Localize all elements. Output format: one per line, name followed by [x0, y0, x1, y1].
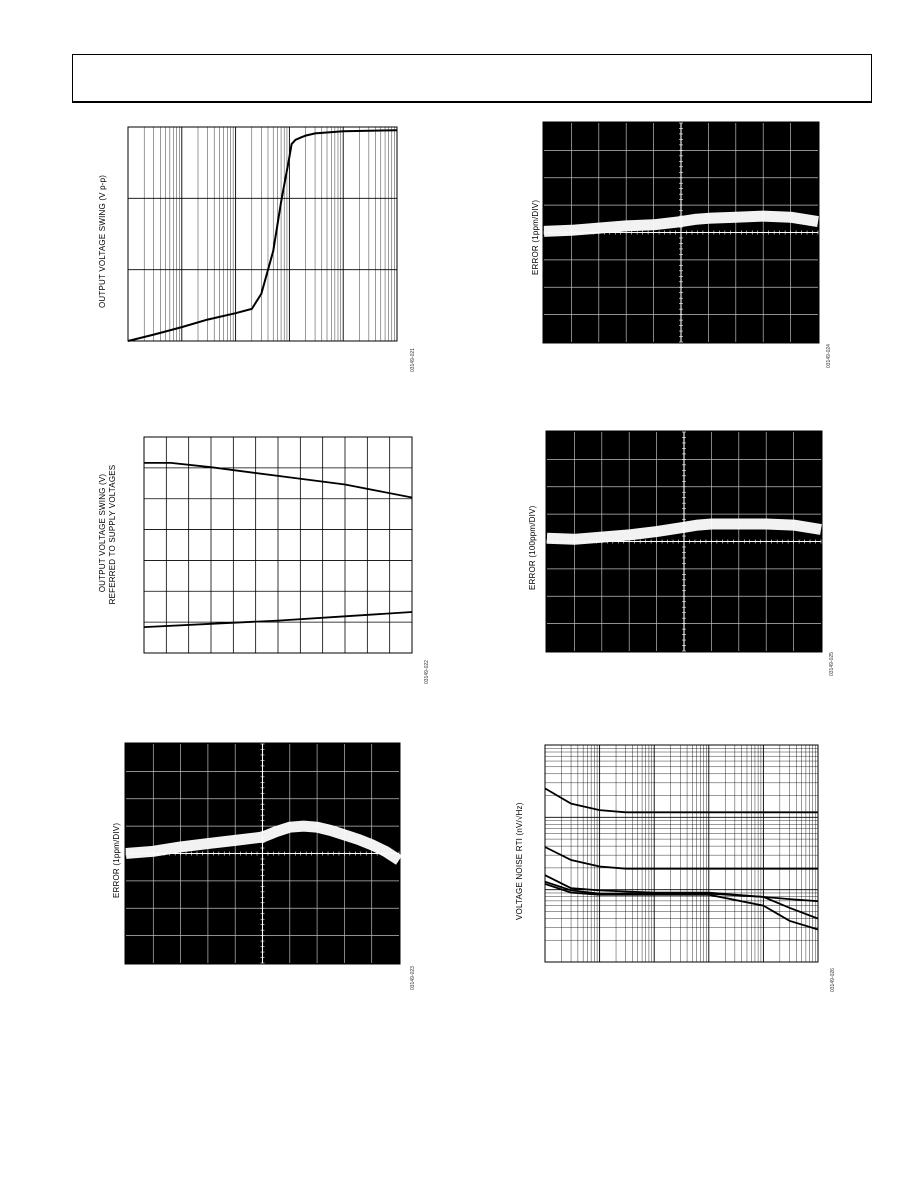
- noise-band: [543, 210, 819, 237]
- series-line: [544, 883, 819, 931]
- series-line: [125, 822, 401, 864]
- noise-band: [546, 518, 822, 545]
- series-line: [546, 520, 822, 543]
- figure-id: 03149-026: [830, 968, 836, 992]
- plot-frame: [544, 744, 819, 963]
- series-line: [544, 846, 818, 870]
- y-axis-label: OUTPUT VOLTAGE SWING (V p-p): [98, 174, 107, 308]
- y-axis-label: ERROR (100ppm/DIV): [528, 505, 537, 590]
- plot-frame: [545, 430, 823, 653]
- plot-frame: [127, 126, 398, 342]
- noise-band: [125, 820, 402, 865]
- series-line: [144, 462, 413, 499]
- figure-id: 03149-023: [410, 966, 416, 990]
- series-line: [127, 129, 398, 342]
- series-line: [143, 611, 413, 628]
- figure-id: 03149-022: [424, 660, 430, 684]
- series-line: [543, 212, 819, 235]
- series-line: [544, 874, 819, 920]
- y-axis-label: ERROR (1ppm/DIV): [531, 199, 540, 275]
- figure-id: 03149-021: [410, 348, 416, 372]
- y-axis-label-line1: OUTPUT VOLTAGE SWING (V): [98, 473, 107, 593]
- plot-frame: [143, 436, 413, 654]
- plot-frame: [542, 121, 820, 344]
- series-line: [544, 787, 818, 814]
- page-header-box: [72, 54, 872, 103]
- plot-frame: [124, 742, 401, 965]
- y-axis-label-line2: REFERRED TO SUPPLY VOLTAGES: [108, 464, 117, 605]
- figure-id: 03149-024: [826, 344, 832, 368]
- y-axis-label: VOLTAGE NOISE RTI (nV/√Hz): [515, 802, 524, 920]
- series-line: [544, 880, 819, 903]
- y-axis-label: ERROR (1ppm/DIV): [112, 822, 121, 898]
- figure-id: 03149-025: [829, 652, 835, 676]
